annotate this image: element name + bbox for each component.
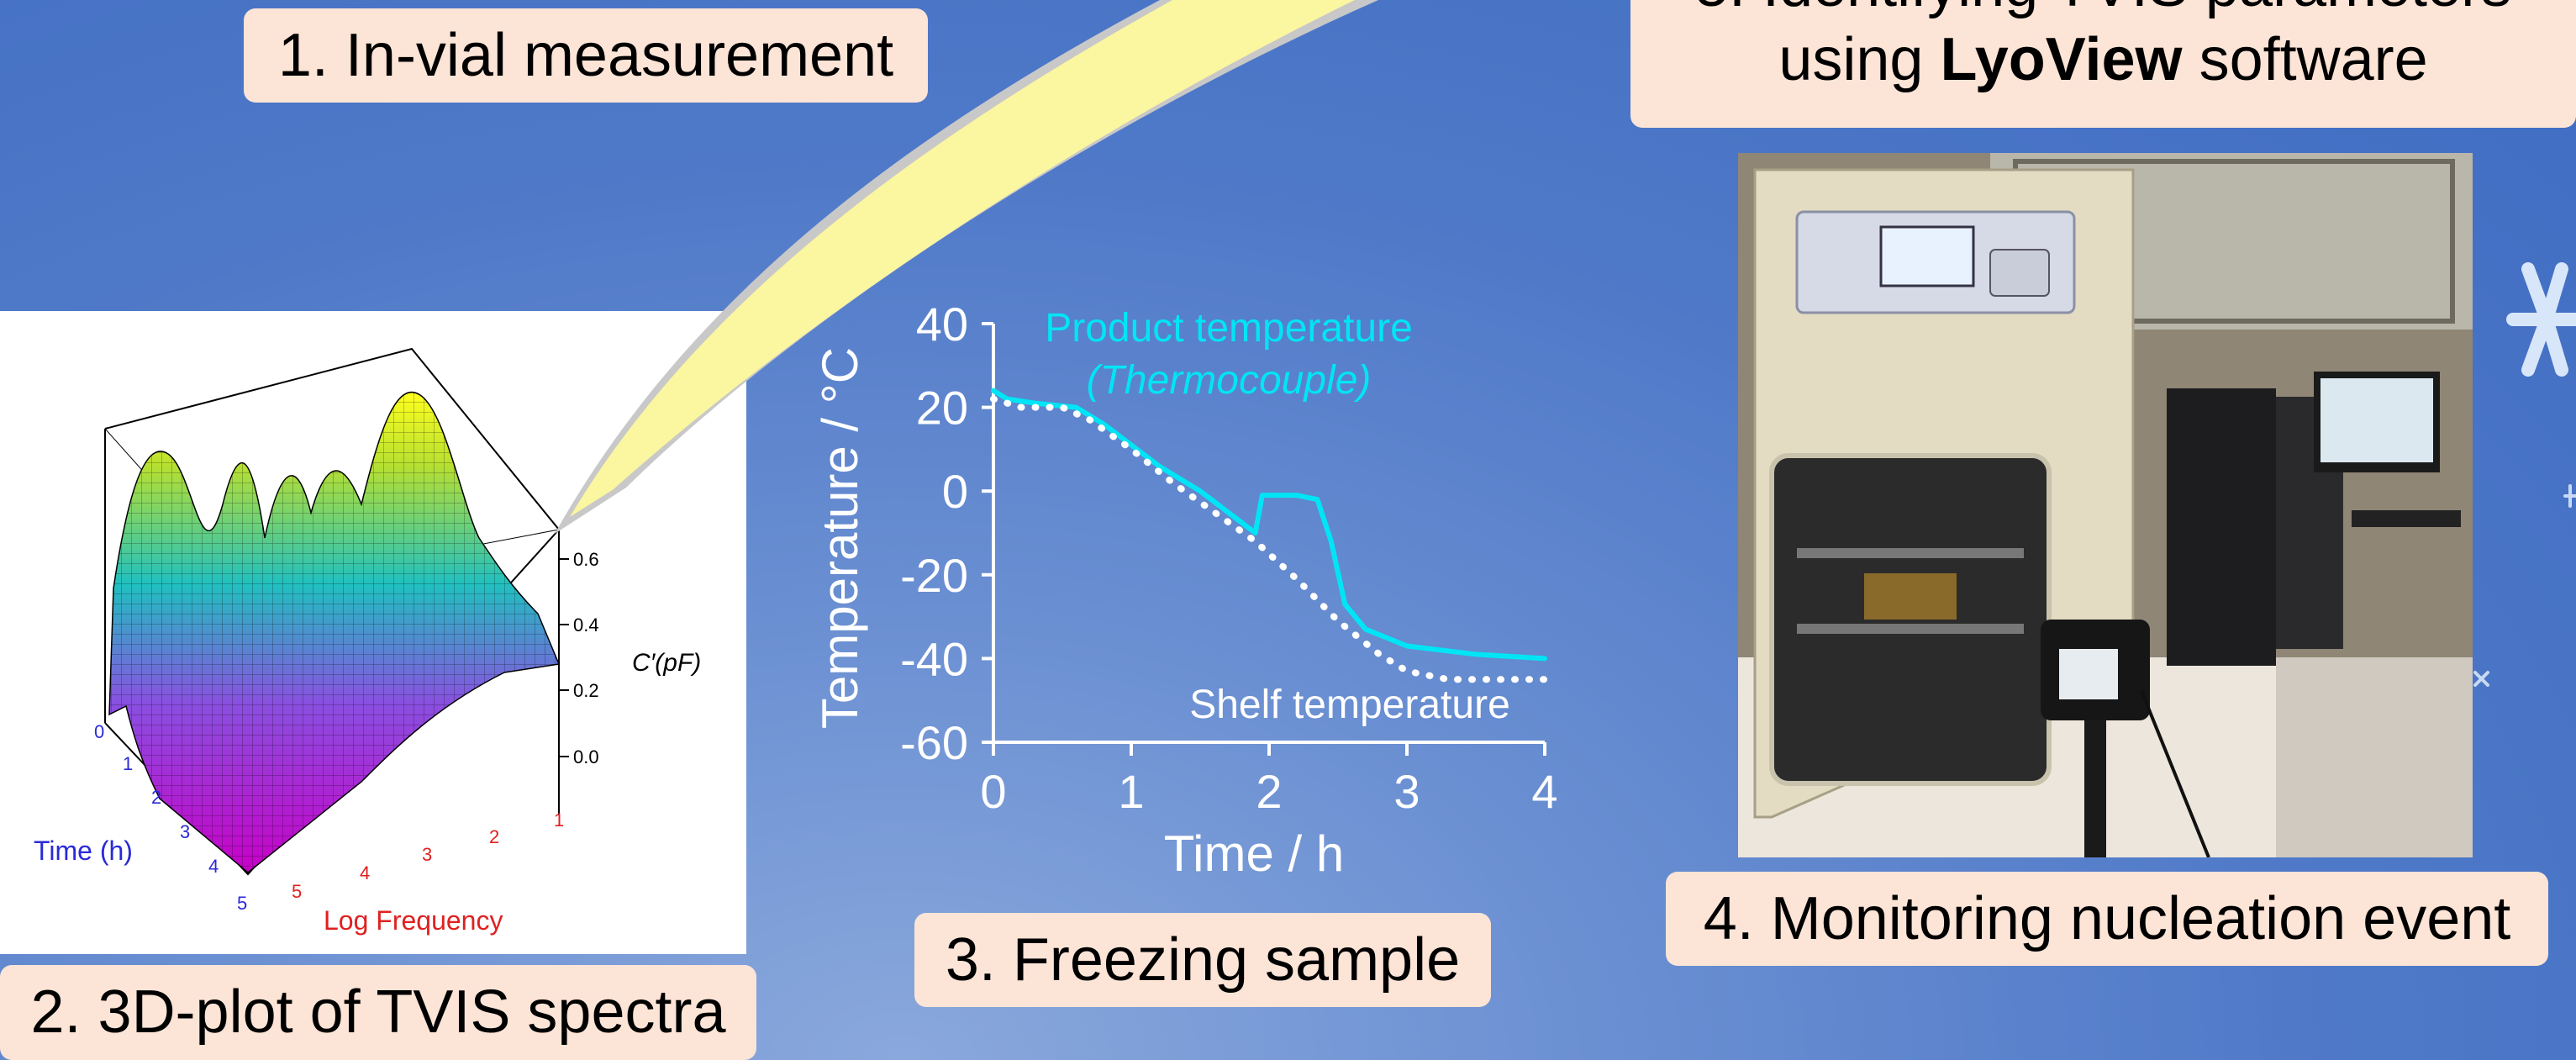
monitor-screen (2321, 378, 2433, 462)
vials (1864, 573, 1957, 620)
chamber-shelf (1797, 548, 2024, 558)
surface-mesh (108, 391, 561, 873)
time-axis-label: Time (h) (34, 836, 133, 866)
tripod-stem (2084, 720, 2106, 857)
freeze-dryer-photo (1738, 153, 2473, 857)
control-dial (1989, 249, 2050, 297)
step3-label: 3. Freezing sample (914, 913, 1491, 1007)
z-axis-label: C′(pF) (632, 649, 701, 677)
freq-axis-label: Log Frequency (324, 905, 503, 936)
z-axis-ticks (559, 558, 569, 757)
camera-cable (2140, 690, 2210, 857)
freq-tick-label: 1 (554, 810, 564, 831)
time-tick-label: 4 (208, 856, 219, 877)
keyboard (2352, 510, 2461, 527)
z-tick-label: 0.2 (573, 680, 599, 701)
z-tick-label: 0.6 (573, 549, 599, 570)
tvis-3d-plot-svg: 0.6 0.4 0.2 0.0 C′(pF) 0 1 2 3 4 5 Time … (34, 347, 701, 936)
computer-tower (2167, 388, 2276, 666)
freeze-dryer-illustration (1738, 153, 2473, 857)
time-tick-label: 5 (237, 893, 247, 914)
z-tick-label: 0.4 (573, 614, 599, 635)
lyoview-name: LyoView (1940, 25, 2183, 93)
step5-line2: using LyoView software (1630, 24, 2576, 98)
freq-tick-label: 5 (292, 881, 302, 902)
freq-tick-label: 2 (489, 826, 499, 847)
step5-label: 5. Identifying TVIS parameters using Lyo… (1630, 0, 2576, 128)
step1-label: 1. In-vial measurement (244, 8, 928, 103)
time-tick-label: 0 (94, 721, 104, 742)
tvis-3d-plot: 0.6 0.4 0.2 0.0 C′(pF) 0 1 2 3 4 5 Time … (0, 311, 746, 954)
freq-tick-label: 3 (422, 844, 432, 865)
step5-line1: 5. Identifying TVIS parameters (1630, 0, 2576, 24)
z-tick-label: 0.0 (573, 746, 599, 767)
step4-label: 4. Monitoring nucleation event (1666, 872, 2548, 966)
bench-cabinet (2276, 657, 2473, 857)
step5-post: software (2182, 25, 2428, 93)
time-tick-label: 2 (151, 787, 161, 808)
step5-pre: using (1778, 25, 1941, 93)
time-tick-label: 1 (123, 753, 133, 774)
control-screen (1879, 225, 1975, 287)
camera-screen (2059, 649, 2118, 699)
chamber-shelf (1797, 624, 2024, 634)
step2-label: 2. 3D-plot of TVIS spectra (0, 965, 756, 1060)
time-tick-label: 3 (180, 821, 190, 842)
freq-tick-label: 4 (360, 862, 370, 883)
